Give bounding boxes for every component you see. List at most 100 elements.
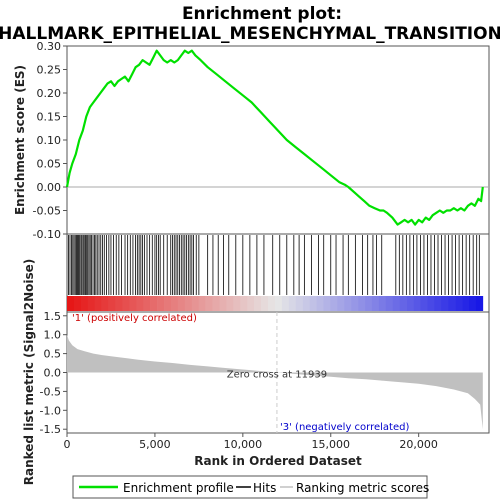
rank-color-segment — [94, 296, 102, 311]
rank-color-segment — [108, 296, 116, 311]
rank-color-segment — [177, 296, 186, 311]
metric-ytick-label: -0.5 — [40, 385, 61, 398]
rank-color-segment — [219, 296, 227, 311]
metric-ytick-label: 0.0 — [44, 367, 62, 380]
rank-color-segment — [212, 296, 220, 311]
rank-color-segment — [413, 296, 421, 311]
rank-color-segment — [80, 296, 89, 311]
rank-color-segment — [302, 296, 310, 311]
rank-color-segment — [378, 296, 387, 311]
rank-color-segment — [205, 296, 213, 311]
es-ytick-label: 0.30 — [37, 40, 62, 53]
es-panel-frame — [66, 45, 490, 235]
es-ylabel: Enrichment score (ES) — [13, 65, 27, 215]
x-tick-label: 10,000 — [224, 438, 263, 451]
rank-color-segment — [267, 296, 276, 311]
hits-panel — [66, 233, 490, 313]
rank-color-segment — [240, 296, 248, 311]
rank-color-segment — [254, 296, 262, 311]
x-tick-label: 15,000 — [312, 438, 351, 451]
x-tick-label: 5,000 — [139, 438, 171, 451]
x-tick-label: 20,000 — [399, 438, 438, 451]
rank-color-segment — [198, 296, 206, 311]
legend-metric-label: Ranking metric scores — [296, 481, 429, 495]
es-ytick-label: 0.00 — [37, 181, 62, 194]
rank-color-segment — [365, 296, 373, 311]
rank-color-segment — [406, 296, 414, 311]
rank-color-segment — [420, 296, 428, 311]
positively-correlated-label: '1' (positively correlated) — [72, 313, 197, 324]
chart-title-line2: HALLMARK_EPITHELIAL_MESENCHYMAL_TRANSITI… — [0, 24, 500, 44]
metric-ylabel: Ranked list metric (Signal2Noise) — [22, 259, 36, 486]
rank-color-segment — [170, 296, 179, 311]
rank-color-segment — [191, 296, 199, 311]
rank-color-segment — [67, 296, 75, 311]
legend: Enrichment profile Hits Ranking metric s… — [72, 475, 429, 499]
x-axis-ticks: 0 5,000 10,000 15,000 20,000 — [64, 433, 438, 451]
rank-color-segment — [309, 296, 317, 311]
rank-color-segment — [462, 296, 470, 311]
rank-color-segment — [233, 296, 241, 311]
rank-color-segment — [150, 296, 158, 311]
rank-color-segment — [143, 296, 151, 311]
rank-color-segment — [115, 296, 123, 311]
rank-color-segment — [87, 296, 96, 311]
metric-ytick-label: -1.5 — [40, 423, 61, 436]
metric-yaxis-ticks: 1.5 1.0 0.5 0.0 -0.5 -1.0 -1.5 — [40, 310, 67, 436]
negatively-correlated-label: '3' (negatively correlated) — [280, 422, 409, 433]
rank-color-segment — [330, 296, 338, 311]
rank-color-segment — [274, 296, 283, 311]
x-tick-label: 0 — [64, 438, 71, 451]
rank-color-segment — [281, 296, 290, 311]
rank-color-segment — [448, 296, 456, 311]
es-ytick-label: -0.05 — [33, 205, 61, 218]
rank-color-segment — [316, 296, 324, 311]
rank-color-segment — [344, 296, 352, 311]
metric-ytick-label: 1.0 — [44, 329, 62, 342]
metric-panel: 1.5 1.0 0.5 0.0 -0.5 -1.0 -1.5 Zero cross at 1… — [22, 259, 490, 486]
metric-ytick-label: 0.5 — [44, 348, 62, 361]
rank-color-segment — [455, 296, 463, 311]
metric-ytick-label: -1.0 — [40, 404, 61, 417]
rank-color-segment — [371, 296, 380, 311]
chart-title-line1: Enrichment plot: — [182, 4, 342, 24]
enrichment-profile-line — [65, 49, 484, 226]
es-ytick-label: 0.25 — [37, 64, 62, 77]
rank-color-segment — [73, 296, 82, 311]
rank-color-bar — [67, 296, 484, 311]
rank-color-segment — [129, 296, 137, 311]
rank-color-segment — [164, 296, 172, 311]
es-ytick-label: -0.10 — [33, 228, 61, 241]
rank-color-segment — [295, 296, 303, 311]
rank-color-segment — [261, 296, 269, 311]
rank-color-segment — [434, 296, 442, 311]
ranking-metric-area — [67, 334, 483, 430]
rank-color-segment — [136, 296, 144, 311]
metric-ytick-label: 1.5 — [44, 310, 62, 323]
hit-lines-group — [68, 235, 480, 295]
rank-color-segment — [441, 296, 449, 311]
legend-hits-label: Hits — [253, 481, 276, 495]
rank-color-segment — [288, 296, 297, 311]
rank-color-segment — [226, 296, 234, 311]
rank-color-segment — [427, 296, 435, 311]
rank-color-segment — [247, 296, 255, 311]
rank-color-segment — [323, 296, 331, 311]
rank-color-segment — [399, 296, 407, 311]
legend-enrichment-label: Enrichment profile — [123, 481, 234, 495]
x-axis-label: Rank in Ordered Dataset — [194, 454, 362, 468]
rank-color-segment — [392, 296, 400, 311]
rank-color-segment — [385, 296, 394, 311]
zero-cross-label: Zero cross at 11939 — [227, 370, 327, 381]
es-ytick-label: 0.15 — [37, 111, 62, 124]
rank-color-segment — [184, 296, 193, 311]
es-ytick-label: 0.10 — [37, 134, 62, 147]
rank-color-segment — [475, 296, 484, 311]
es-yaxis-ticks: 0.30 0.25 0.20 0.15 0.10 0.05 0.00 -0.05 -0.10 — [33, 40, 67, 241]
rank-color-segment — [122, 296, 130, 311]
rank-color-segment — [468, 296, 477, 311]
es-ytick-label: 0.05 — [37, 158, 62, 171]
rank-color-segment — [351, 296, 359, 311]
rank-color-segment — [337, 296, 345, 311]
